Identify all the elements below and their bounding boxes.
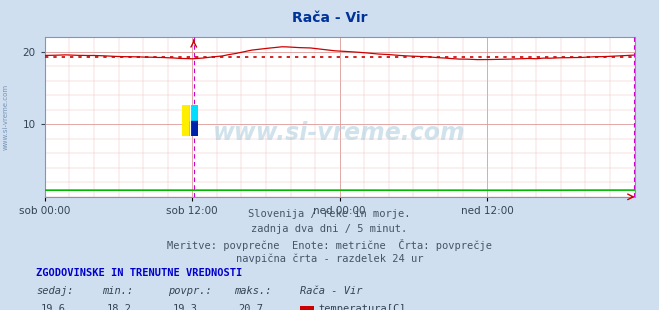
Text: 18,2: 18,2 — [107, 304, 132, 310]
Text: www.si-vreme.com: www.si-vreme.com — [2, 84, 9, 150]
Text: Rača - Vir: Rača - Vir — [300, 286, 362, 296]
Text: www.si-vreme.com: www.si-vreme.com — [214, 121, 466, 145]
Text: 20,7: 20,7 — [239, 304, 264, 310]
Polygon shape — [182, 105, 190, 136]
Text: Rača - Vir: Rača - Vir — [292, 11, 367, 25]
Text: ZGODOVINSKE IN TRENUTNE VREDNOSTI: ZGODOVINSKE IN TRENUTNE VREDNOSTI — [36, 268, 243, 278]
Text: Meritve: povprečne  Enote: metrične  Črta: povprečje: Meritve: povprečne Enote: metrične Črta:… — [167, 239, 492, 251]
Polygon shape — [190, 121, 198, 136]
Text: temperatura[C]: temperatura[C] — [318, 304, 406, 310]
Text: navpična črta - razdelek 24 ur: navpična črta - razdelek 24 ur — [236, 254, 423, 264]
Text: min.:: min.: — [102, 286, 133, 296]
Text: 19,3: 19,3 — [173, 304, 198, 310]
Polygon shape — [190, 105, 198, 121]
Text: zadnja dva dni / 5 minut.: zadnja dva dni / 5 minut. — [251, 224, 408, 234]
Text: maks.:: maks.: — [234, 286, 272, 296]
Text: sedaj:: sedaj: — [36, 286, 74, 296]
Text: povpr.:: povpr.: — [168, 286, 212, 296]
Text: Slovenija / reke in morje.: Slovenija / reke in morje. — [248, 209, 411, 219]
Text: 19,6: 19,6 — [41, 304, 66, 310]
